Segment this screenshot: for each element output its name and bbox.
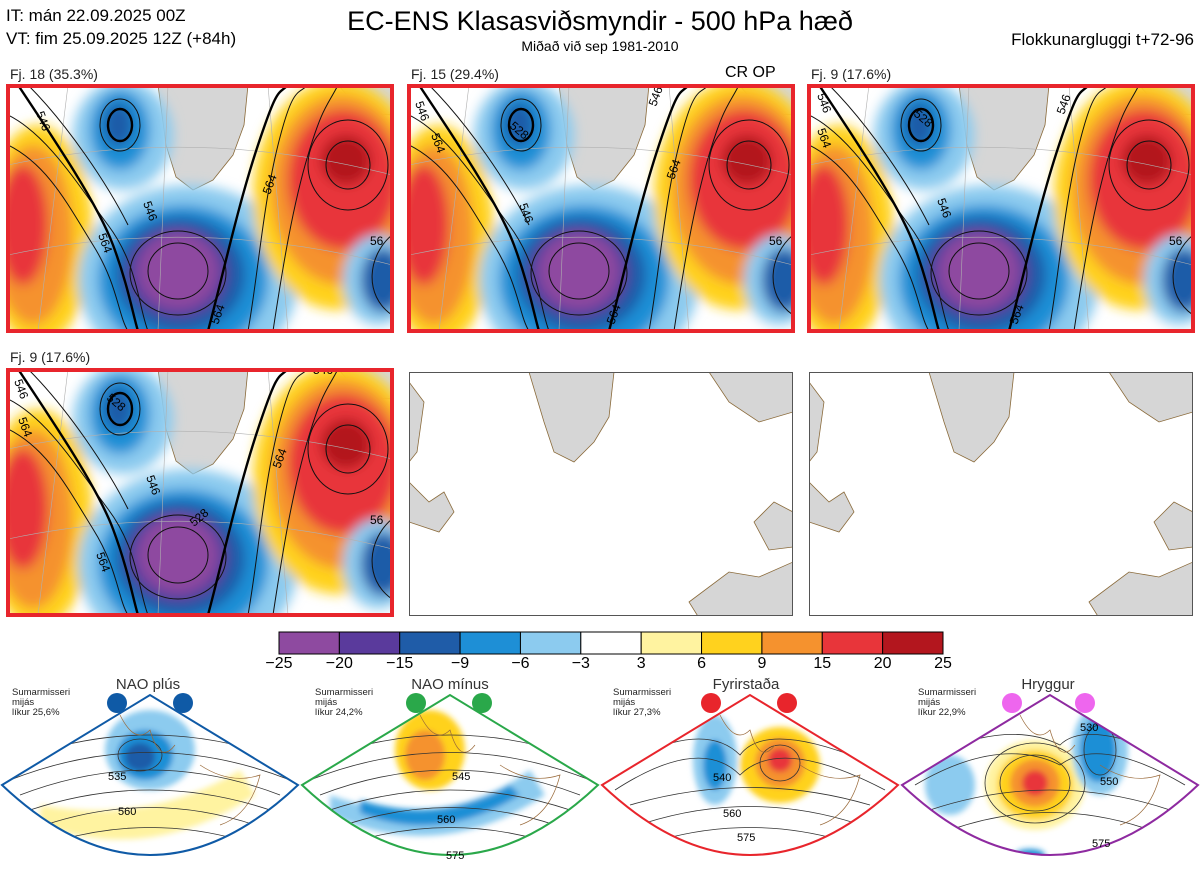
regime-dot-blocking-right xyxy=(777,693,797,713)
regime-contour-label: 545 xyxy=(452,771,470,783)
contour-label: 564 xyxy=(814,126,834,150)
colorbar-tick-label: 9 xyxy=(757,655,767,672)
regime-dot-nao-plus-right xyxy=(173,693,193,713)
contour-label: 546 xyxy=(814,91,834,115)
contour-label: 564 xyxy=(15,415,35,439)
regime-contour-label: 540 xyxy=(713,772,731,784)
contour-label: 546 xyxy=(313,369,333,377)
contour-label: 564 xyxy=(664,157,684,181)
panel-caption-3: Fj. 9 (17.6%) xyxy=(811,66,892,82)
contour-label: 564 xyxy=(260,172,280,196)
contour-label: 56 xyxy=(769,234,783,248)
colorbar-swatch xyxy=(580,631,642,655)
regime-contour-label: 535 xyxy=(108,771,126,783)
colorbar-swatch xyxy=(338,631,401,655)
cluster-map-3: 546 528 546 564 546 56 564 xyxy=(809,85,1193,331)
colorbar-tick-label: 25 xyxy=(934,655,952,672)
contour-label: 564 xyxy=(604,302,624,326)
colorbar-swatch xyxy=(761,631,823,655)
colorbar-tick-label: 15 xyxy=(813,655,832,672)
regime-contour-label: 550 xyxy=(1100,776,1118,788)
colorbar-swatch xyxy=(399,631,461,655)
regime-dot-blocking-left xyxy=(701,693,721,713)
cluster-map-4: 546 528 546 564 546 564 56 528 564 xyxy=(8,369,392,615)
init-time: IT: mán 22.09.2025 00Z xyxy=(6,6,186,25)
regime-frame-nao-minus xyxy=(300,693,600,856)
regime-title-nao-plus: NAO plús xyxy=(115,676,181,693)
contour-label: 56 xyxy=(370,513,384,527)
colorbar-swatch xyxy=(882,631,944,655)
empty-map-6 xyxy=(809,372,1193,616)
contour-label: 564 xyxy=(1007,302,1027,326)
header-times: IT: mán 22.09.2025 00Z VT: fim 25.09.202… xyxy=(6,4,236,50)
regime-contour-label: 575 xyxy=(1092,838,1110,850)
regime-maps: 535 560 545 560 575 xyxy=(0,693,1200,862)
regime-contour-label: 575 xyxy=(737,832,755,844)
colorbar-swatch xyxy=(701,631,763,655)
regime-info-ridge: Sumarmisseri mijás líkur 22,9% xyxy=(918,687,977,718)
regime-frame-blocking xyxy=(600,693,900,856)
regime-contour-label: 560 xyxy=(723,808,741,820)
colorbar-tick-label: −20 xyxy=(325,655,353,672)
colorbar-swatch xyxy=(278,631,340,655)
page-title: EC-ENS Klasasviðsmyndir - 500 hPa hæð xyxy=(347,6,853,36)
regime-info-nao-plus: Sumarmisseri mijás líkur 25,6% xyxy=(12,687,71,718)
empty-map-5 xyxy=(409,372,793,616)
colorbar-swatch xyxy=(640,631,703,655)
page-subtitle: Miðað við sep 1981-2010 xyxy=(521,38,679,54)
contour-label: 546 xyxy=(646,85,666,108)
contour-label: 564 xyxy=(270,446,290,470)
regime-title-ridge: Hryggur xyxy=(1021,676,1075,693)
regime-contour-label: 575 xyxy=(446,850,464,862)
classification-window: Flokkunargluggi t+72-96 xyxy=(1011,30,1194,49)
contour-label: 564 xyxy=(93,550,113,574)
panel-caption-1: Fj. 18 (35.3%) xyxy=(10,66,98,82)
contour-label: 564 xyxy=(428,131,448,155)
valid-time: VT: fim 25.09.2025 12Z (+84h) xyxy=(6,29,237,48)
panel-tag-cr-op: CR OP xyxy=(725,64,776,81)
contour-label: 564 xyxy=(95,231,115,255)
regime-dot-ridge-right xyxy=(1075,693,1095,713)
colorbar-tick-label: 3 xyxy=(636,655,646,672)
contour-label: 546 xyxy=(516,201,536,225)
cluster-map-2: 546 528 546 564 546 564 56 564 xyxy=(409,85,793,331)
colorbar-swatch xyxy=(821,631,884,655)
contour-label: 546 xyxy=(140,199,160,223)
contour-label: 546 xyxy=(412,99,432,123)
contour-label: 546 xyxy=(33,109,53,133)
regime-title-blocking: Fyrirstaða xyxy=(712,676,780,693)
colorbar-tick-label: −3 xyxy=(571,655,590,672)
regime-info-nao-minus: Sumarmisseri mijás líkur 24,2% xyxy=(315,687,374,718)
regime-dot-ridge-left xyxy=(1002,693,1022,713)
panel-caption-4: Fj. 9 (17.6%) xyxy=(10,349,91,365)
regime-title-nao-minus: NAO mínus xyxy=(411,676,489,693)
contour-label: 564 xyxy=(208,302,228,326)
regime-info-blocking: Sumarmisseri mijás líkur 27,3% xyxy=(613,687,672,718)
contour-label: 546 xyxy=(143,473,163,497)
colorbar-tick-label: 20 xyxy=(873,655,892,672)
colorbar-tick-label: −6 xyxy=(511,655,530,672)
contour-label: 56 xyxy=(370,234,384,248)
colorbar-tick-label: 6 xyxy=(697,655,706,672)
colorbar-tick-label: −25 xyxy=(265,655,293,672)
regime-dot-nao-plus-left xyxy=(107,693,127,713)
colorbar-swatch xyxy=(519,631,582,655)
contour-label: 546 xyxy=(11,377,31,401)
colorbar-tick-label: −15 xyxy=(386,655,414,672)
colorbar xyxy=(278,631,944,655)
regime-frame-nao-plus xyxy=(0,693,300,856)
cluster-map-1: 546 564 546 564 56 564 xyxy=(8,85,392,331)
regime-frame-ridge xyxy=(900,693,1200,856)
contour-label: 56 xyxy=(1169,234,1183,248)
contour-label: 546 xyxy=(934,196,954,220)
regime-contour-label: 560 xyxy=(437,814,455,826)
panel-caption-2: Fj. 15 (29.4%) xyxy=(411,66,499,82)
regime-dot-nao-minus-left xyxy=(406,693,426,713)
contour-label: 546 xyxy=(1054,92,1074,116)
colorbar-tick-label: −9 xyxy=(450,655,470,672)
regime-dot-nao-minus-right xyxy=(472,693,492,713)
regime-contour-label: 560 xyxy=(118,806,136,818)
regime-contour-label: 530 xyxy=(1080,722,1098,734)
colorbar-swatch xyxy=(459,631,521,655)
